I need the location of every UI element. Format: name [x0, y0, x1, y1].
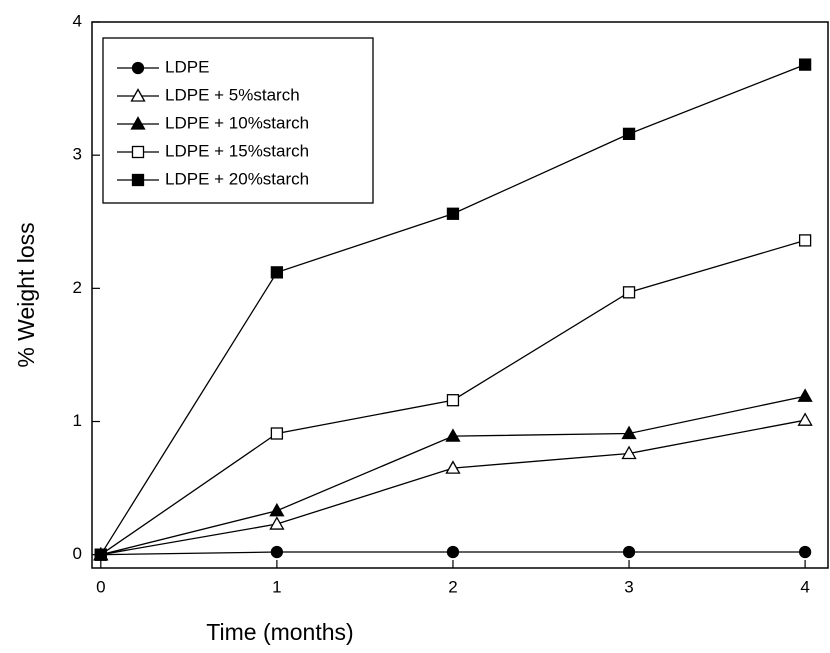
legend-marker: [131, 61, 145, 75]
legend-box: [102, 37, 374, 204]
x-tick-label: 2: [448, 577, 457, 596]
data-point: [270, 545, 284, 559]
data-point: [94, 548, 107, 561]
legend-marker: [131, 145, 145, 159]
x-axis-label: Time (months): [206, 619, 353, 645]
x-tick-label: 4: [800, 577, 809, 596]
legend-label: LDPE + 10%starch: [165, 113, 309, 132]
y-tick-label: 3: [73, 145, 82, 164]
data-point: [622, 127, 636, 141]
legend-label: LDPE + 20%starch: [165, 169, 309, 188]
plot-frame: [91, 21, 829, 569]
data-point: [446, 394, 460, 407]
data-point: [445, 428, 461, 442]
x-tick-label: 0: [96, 577, 105, 596]
y-tick-label: 1: [73, 411, 82, 430]
y-tick-label: 0: [73, 544, 82, 563]
data-point: [270, 427, 284, 440]
x-tick-label: 1: [272, 577, 281, 596]
data-point: [798, 545, 812, 559]
data-point: [798, 58, 812, 71]
data-point: [798, 234, 812, 247]
data-point: [797, 388, 813, 402]
legend-label: LDPE: [165, 57, 209, 76]
data-point: [446, 207, 460, 220]
y-tick-label: 2: [73, 278, 82, 297]
legend-marker: [130, 116, 146, 130]
series-line: [100, 395, 806, 556]
data-point: [797, 412, 813, 426]
legend-label: LDPE + 15%starch: [165, 141, 309, 160]
data-point: [269, 516, 285, 530]
legend-marker: [130, 88, 146, 102]
y-tick-label: 4: [73, 11, 82, 30]
data-point: [269, 502, 285, 517]
x-tick-label: 3: [624, 577, 633, 596]
data-point: [622, 286, 636, 299]
data-point: [445, 460, 461, 474]
data-point: [621, 425, 637, 440]
data-point: [622, 545, 636, 559]
y-axis-label: % Weight loss: [13, 222, 39, 367]
legend-marker: [131, 173, 145, 187]
legend-label: LDPE + 5%starch: [165, 85, 300, 104]
data-point: [446, 545, 460, 559]
data-point: [621, 445, 637, 460]
data-point: [270, 266, 284, 279]
